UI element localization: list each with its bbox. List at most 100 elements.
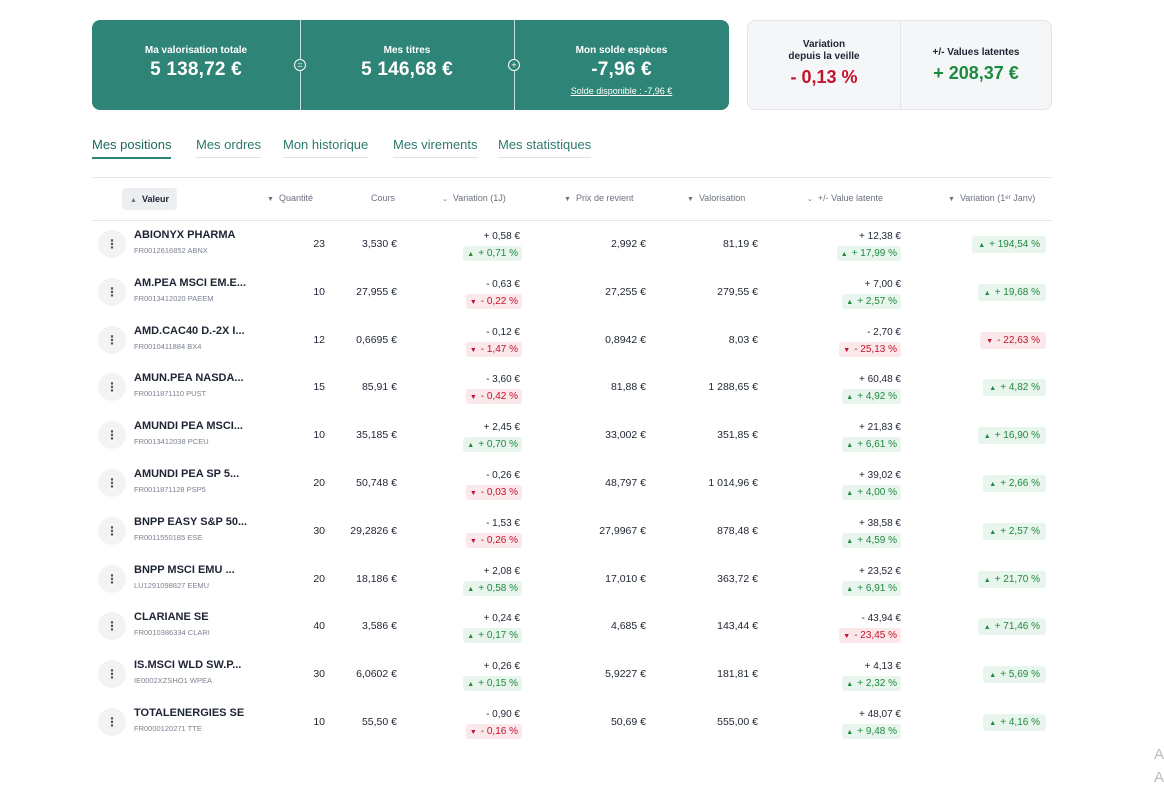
table-row[interactable]: ⋮ ABIONYX PHARMA FR0012616852 ABNX 23 3,…	[92, 221, 1052, 269]
trend-icon: ▲	[983, 289, 991, 297]
table-row[interactable]: ⋮ CLARIANE SE FR0010386334 CLARI 40 3,58…	[92, 603, 1052, 651]
table-row[interactable]: ⋮ AMUN.PEA NASDA... FR0011871110 PUST 15…	[92, 364, 1052, 412]
security-name[interactable]: AMUN.PEA NASDA...	[134, 372, 244, 385]
unrealized-percent-text: + 6,91 %	[857, 582, 897, 594]
available-balance-link[interactable]: Solde disponible : -7,96 €	[570, 86, 673, 96]
kebab-menu-icon[interactable]: ⋮	[98, 660, 126, 689]
security-name[interactable]: AMUNDI PEA SP 5...	[134, 467, 240, 480]
chevron-down-icon: ⌄	[442, 196, 448, 203]
daily-variation-label: Variation depuis la veille	[748, 39, 900, 63]
unrealized-amount: + 39,02 €	[859, 469, 901, 481]
trend-icon: ▼	[843, 346, 851, 354]
column-header-variation[interactable]: ⌄ Variation (1J)	[442, 193, 506, 203]
security-isin: IE0002XZSHO1 WPEA	[134, 676, 212, 686]
security-name[interactable]: AMUNDI PEA MSCI...	[134, 420, 243, 433]
trend-icon: ▲	[467, 633, 475, 641]
security-name[interactable]: AM.PEA MSCI EM.E...	[134, 276, 247, 289]
daily-variation-percent-text: - 0,42 %	[480, 391, 518, 403]
table-row[interactable]: ⋮ BNPP MSCI EMU ... LU1291098827 EEMU 20…	[92, 556, 1052, 604]
kebab-menu-icon[interactable]: ⋮	[98, 277, 126, 306]
daily-variation-amount: + 2,45 €	[483, 422, 520, 434]
table-row[interactable]: ⋮ IS.MSCI WLD SW.P... IE0002XZSHO1 WPEA …	[92, 651, 1052, 699]
kebab-menu-icon[interactable]: ⋮	[98, 516, 126, 545]
cost-price-value: 2,992 €	[610, 238, 646, 250]
table-row[interactable]: ⋮ AMD.CAC40 D.-2X I... FR0010411884 BX4 …	[92, 317, 1052, 365]
trend-icon: ▼	[469, 346, 477, 354]
unrealized-gains: +/- Values latentes + 208,37 €	[900, 21, 1052, 109]
table-row[interactable]: ⋮ BNPP EASY S&P 50... FR0011550185 ESE 3…	[92, 508, 1052, 556]
table-row[interactable]: ⋮ TOTALENERGIES SE FR0000120271 TTE 10 5…	[92, 699, 1052, 747]
table-row[interactable]: ⋮ AMUNDI PEA SP 5... FR0011871128 PSP5 2…	[92, 460, 1052, 508]
kebab-menu-icon[interactable]: ⋮	[98, 421, 126, 450]
unrealized-percent-text: + 17,99 %	[851, 248, 897, 259]
daily-variation-percent: ▼ - 0,26 %	[465, 532, 522, 548]
price-value: 27,955 €	[356, 285, 397, 298]
table-row[interactable]: ⋮ AMUNDI PEA MSCI... FR0013412038 PCEU 1…	[92, 412, 1052, 460]
trend-icon: ▲	[846, 442, 854, 450]
security-name[interactable]: BNPP MSCI EMU ...	[134, 563, 235, 576]
daily-variation-value: - 0,13 %	[790, 67, 858, 87]
sort-down-icon: ▼	[687, 196, 694, 203]
daily-variation-percent-text: + 0,71 %	[478, 248, 518, 259]
unrealized-percent: ▲ + 6,61 %	[842, 437, 901, 453]
kebab-menu-icon[interactable]: ⋮	[98, 373, 126, 402]
security-name[interactable]: BNPP EASY S&P 50...	[134, 515, 248, 528]
tab-history[interactable]: Mon historique	[283, 137, 369, 158]
kebab-menu-icon[interactable]: ⋮	[98, 230, 126, 258]
security-name[interactable]: TOTALENERGIES SE	[134, 706, 245, 719]
kebab-menu-icon[interactable]: ⋮	[98, 564, 126, 593]
cost-price-value: 33,002 €	[605, 429, 646, 442]
valuation-value: 81,19 €	[722, 238, 758, 250]
valuation-value: 8,03 €	[728, 333, 758, 346]
security-name[interactable]: IS.MSCI WLD SW.P...	[134, 659, 242, 672]
securities-label: Mes titres	[383, 45, 431, 56]
unrealized-percent-text: + 4,59 %	[857, 534, 897, 546]
column-header-value-latente[interactable]: ⌄ +/- Value latente	[807, 193, 883, 203]
tab-positions[interactable]: Mes positions	[92, 137, 172, 159]
quantity-value: 30	[313, 668, 325, 681]
daily-variation-percent-text: - 0,26 %	[480, 534, 518, 546]
security-name[interactable]: AMD.CAC40 D.-2X I...	[134, 324, 245, 337]
tab-transfers[interactable]: Mes virements	[393, 137, 478, 158]
daily-variation-percent: ▲ + 0,58 %	[463, 580, 522, 596]
valuation-value: 1 288,65 €	[708, 381, 758, 394]
kebab-menu-icon[interactable]: ⋮	[98, 325, 126, 354]
security-name[interactable]: ABIONYX PHARMA	[134, 229, 236, 241]
price-value: 50,748 €	[356, 476, 397, 489]
column-header-variation-label: Variation (1J)	[452, 193, 506, 203]
kebab-menu-icon[interactable]: ⋮	[98, 612, 126, 641]
trend-icon: ▼	[469, 394, 477, 402]
column-header-quantite[interactable]: ▼ Quantité	[267, 193, 313, 203]
ytd-variation: ▲ + 19,68 %	[977, 283, 1046, 301]
trend-icon: ▼	[469, 537, 477, 545]
valuation-value: 143,44 €	[717, 620, 758, 633]
daily-variation-percent-text: + 0,17 %	[478, 630, 518, 642]
sort-down-icon: ▼	[564, 196, 571, 203]
column-header-prix-revient[interactable]: ▼ Prix de revient	[564, 193, 633, 203]
daily-variation-percent-text: - 0,03 %	[480, 486, 518, 498]
table-row[interactable]: ⋮ AM.PEA MSCI EM.E... FR0013412020 PAEEM…	[92, 269, 1052, 317]
column-header-valorisation[interactable]: ▼ Valorisation	[687, 193, 745, 203]
security-name[interactable]: CLARIANE SE	[134, 611, 209, 624]
kebab-menu-icon[interactable]: ⋮	[98, 707, 126, 736]
cost-price-value: 27,9967 €	[599, 524, 646, 537]
quantity-value: 20	[313, 572, 325, 585]
unrealized-amount: - 2,70 €	[867, 326, 901, 338]
valuation-value: 351,85 €	[717, 429, 758, 442]
unrealized-percent: ▲ + 4,59 %	[842, 532, 901, 548]
tab-statistics[interactable]: Mes statistiques	[498, 137, 592, 158]
valuation-value: 1 014,96 €	[708, 476, 758, 489]
ytd-variation: ▲ + 4,16 %	[983, 713, 1046, 731]
column-header-valeur[interactable]: ▲ Valeur	[122, 188, 177, 210]
column-header-prix-revient-label: Prix de revient	[575, 193, 634, 203]
column-header-variation-janv[interactable]: ▼ Variation (1ᵉʳ Janv)	[948, 193, 1035, 203]
daily-variation-percent: ▲ + 0,71 %	[463, 246, 522, 261]
kebab-menu-icon[interactable]: ⋮	[98, 468, 126, 497]
cash-balance-label: Mon solde espèces	[575, 45, 668, 56]
daily-variation-percent: ▼ - 0,16 %	[465, 723, 522, 739]
price-value: 18,186 €	[356, 572, 397, 585]
tab-orders[interactable]: Mes ordres	[196, 137, 262, 158]
column-header-cours[interactable]: Cours	[371, 193, 395, 203]
unrealized-percent-text: + 4,00 %	[857, 486, 897, 498]
security-isin: FR0010411884 BX4	[134, 341, 202, 351]
